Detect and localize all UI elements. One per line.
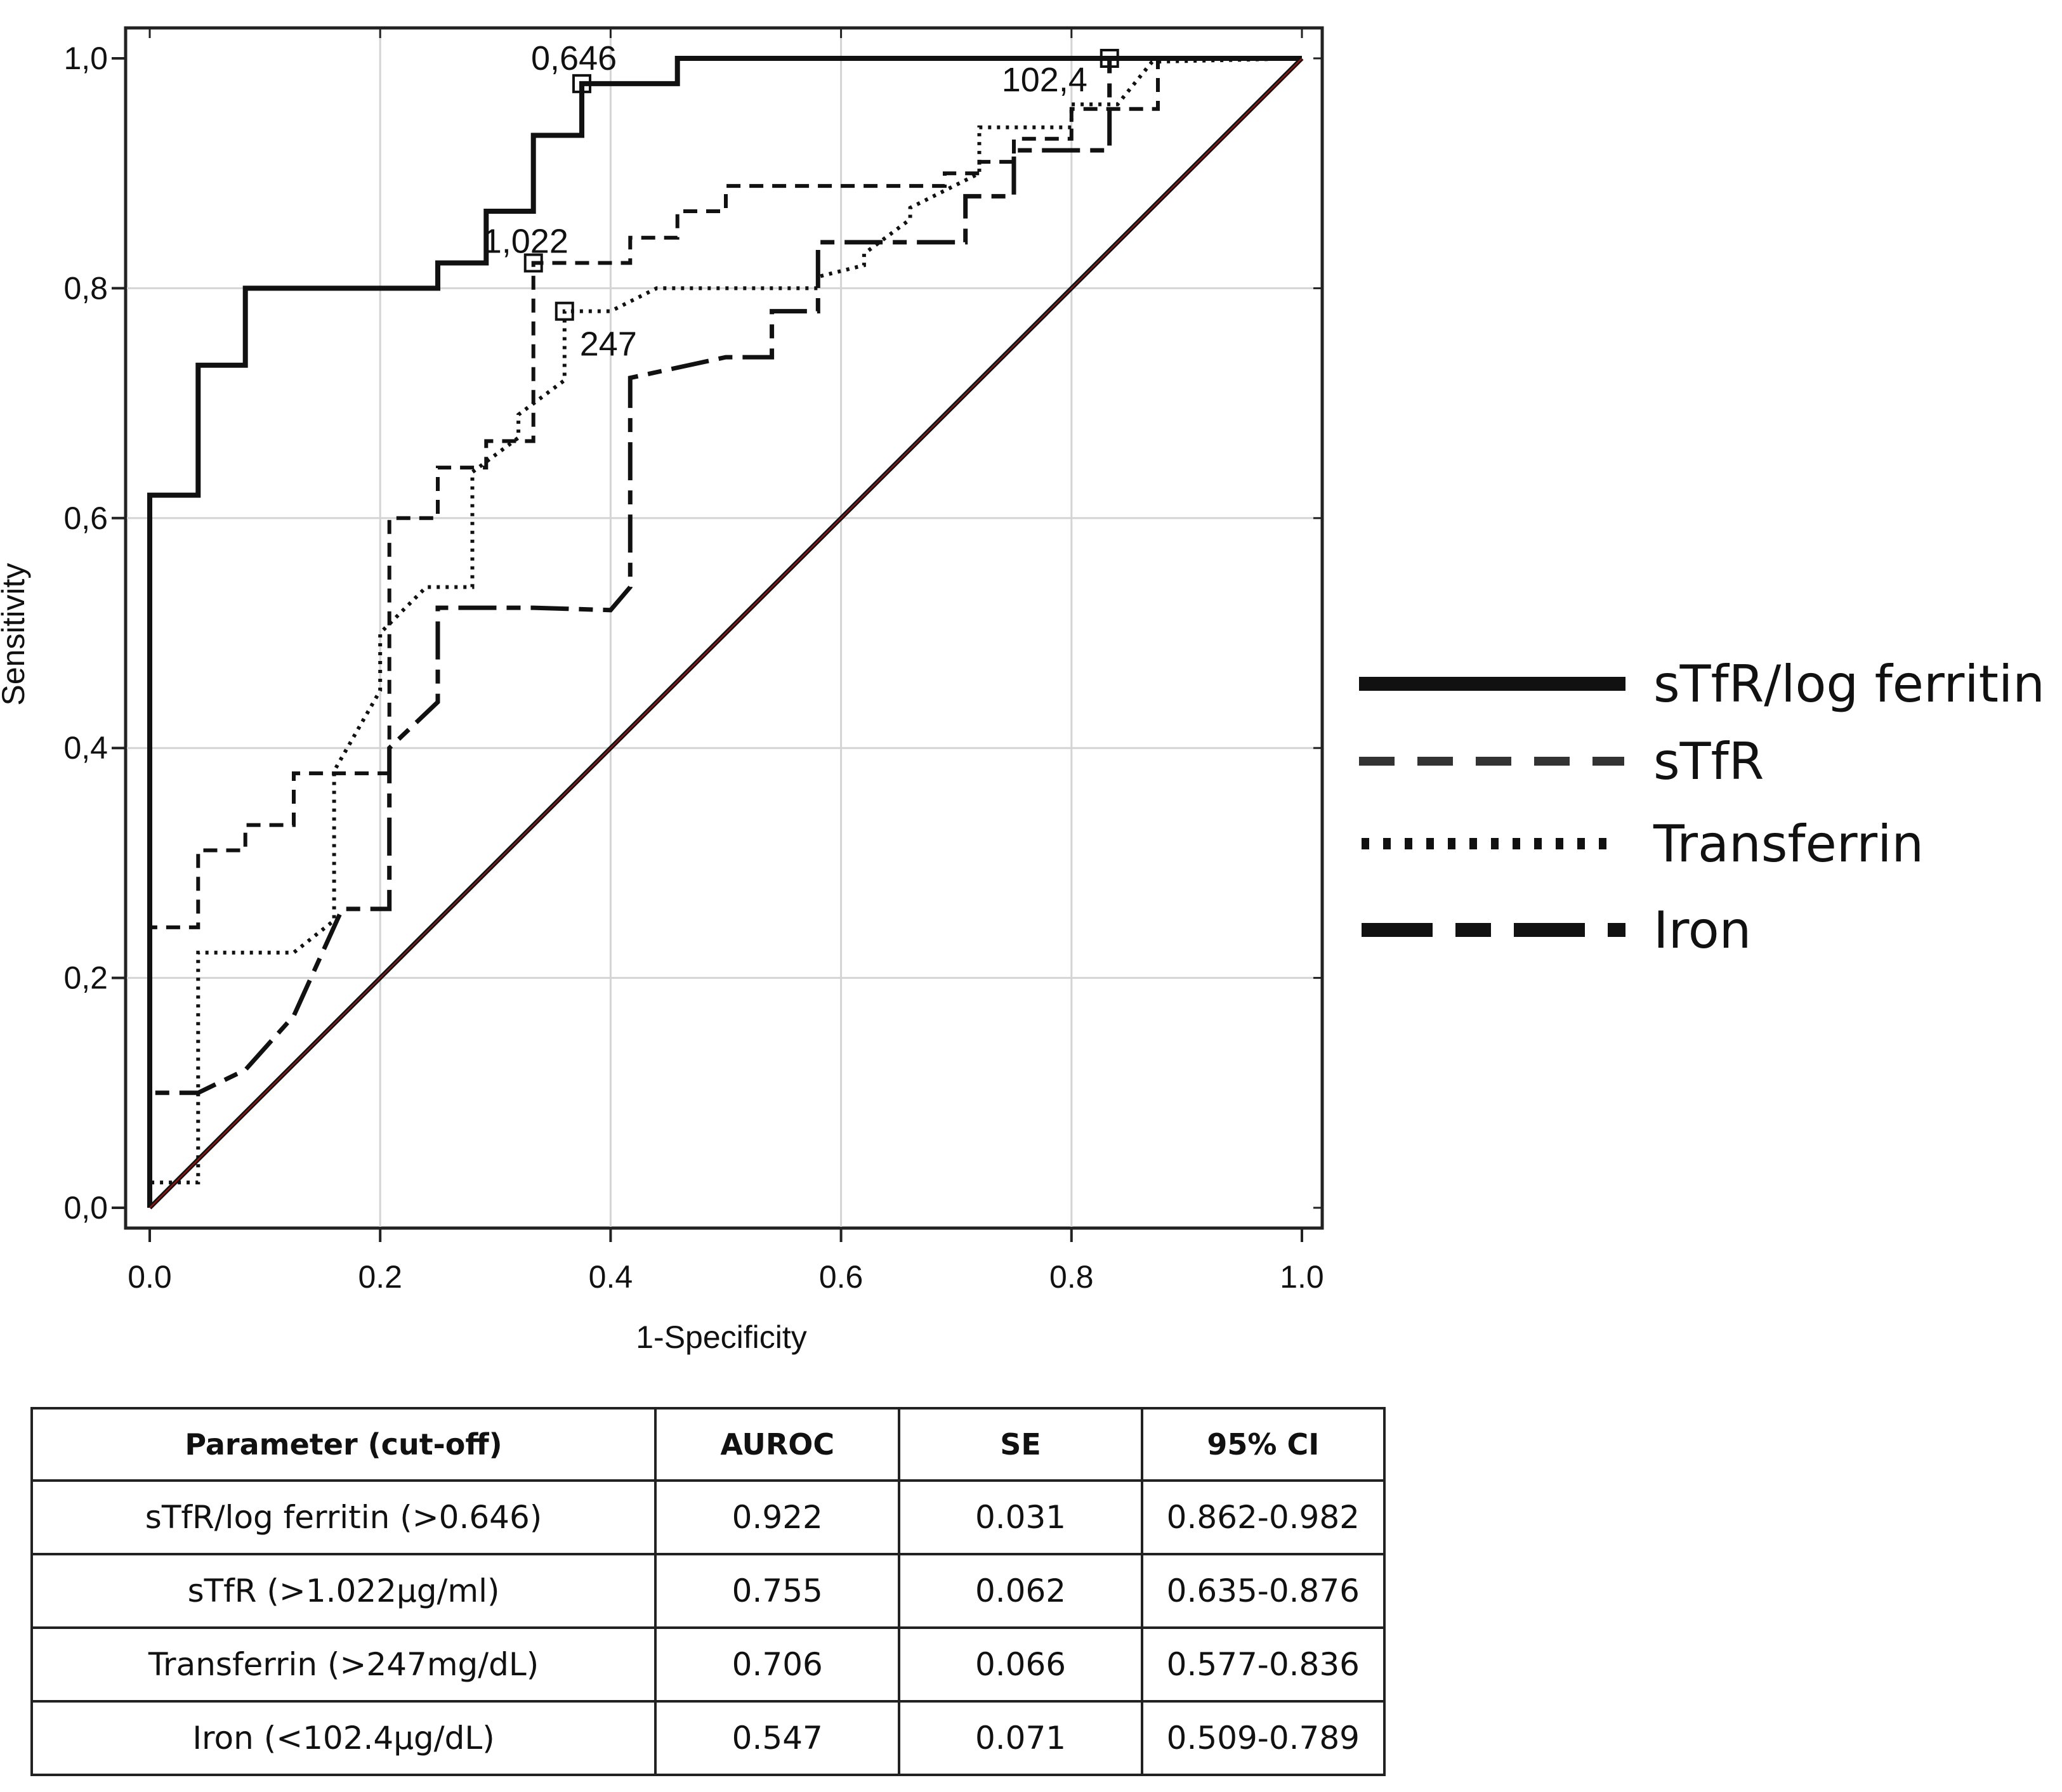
- y-tick-label: 0,8: [63, 270, 108, 306]
- cell-se: 0.066: [898, 1626, 1143, 1703]
- cutoff-label: 247: [580, 325, 637, 363]
- x-tick-label: 1.0: [1280, 1259, 1324, 1295]
- header-ci: 95% CI: [1140, 1407, 1386, 1482]
- legend-label: Iron: [1653, 901, 1751, 960]
- y-tick-label: 1,0: [63, 41, 108, 76]
- cutoff-marker: [523, 253, 543, 273]
- cutoff-markers: 0,646 1,022 247 102,4: [483, 39, 1119, 363]
- cutoff-label: 1,022: [483, 223, 568, 261]
- series-line-transferrin: [148, 56, 1303, 1208]
- legend: sTfR/log ferritin sTfR Transferrin Iron: [1359, 655, 2045, 960]
- header-parameter: Parameter (cut-off): [30, 1407, 657, 1482]
- table-row: Iron (<102.4µg/dL) 0.547 0.071 0.509-0.7…: [30, 1700, 1386, 1776]
- plot-frame: [124, 26, 1324, 1230]
- series-line-stfr-log-ferritin: [147, 56, 1302, 1208]
- cell-auroc: 0.706: [654, 1626, 901, 1703]
- y-tick-label: 0,0: [63, 1190, 108, 1226]
- cell-parameter: sTfR/log ferritin (>0.646): [30, 1479, 657, 1555]
- series-line-stfr: [148, 56, 1302, 1208]
- y-tick-label: 0,4: [63, 730, 108, 766]
- x-axis-title: 1-Specificity: [636, 1319, 807, 1355]
- axis-ticks: 0.0 0,0 0.2 0,2 0.4 0,4 0.6 0,6 0.8 0,8 1.0 1,0: [63, 29, 1324, 1295]
- cell-parameter: sTfR (>1.022µg/ml): [30, 1553, 657, 1629]
- y-tick-label: 0,6: [63, 500, 108, 536]
- cutoff-marker: [555, 301, 574, 321]
- cell-auroc: 0.547: [654, 1700, 901, 1776]
- y-tick-label: 0,2: [63, 960, 108, 996]
- cell-se: 0.031: [898, 1479, 1143, 1555]
- legend-label: sTfR/log ferritin: [1653, 655, 2045, 714]
- cell-ci: 0.509-0.789: [1140, 1700, 1386, 1776]
- reference-line-core: [149, 58, 1303, 1208]
- table-header-row: Parameter (cut-off) AUROC SE 95% CI: [30, 1407, 1386, 1482]
- legend-label: sTfR: [1653, 732, 1764, 791]
- grid: [127, 29, 1321, 1227]
- cell-ci: 0.635-0.876: [1140, 1553, 1386, 1629]
- x-tick-label: 0.8: [1049, 1259, 1094, 1295]
- x-tick-label: 0.6: [819, 1259, 864, 1295]
- header-auroc: AUROC: [654, 1407, 901, 1482]
- cell-parameter: Iron (<102.4µg/dL): [30, 1700, 657, 1776]
- cutoff-marker: [572, 74, 591, 93]
- x-tick-label: 0.0: [128, 1259, 172, 1295]
- cutoff-label: 102,4: [1002, 61, 1087, 99]
- table-row: sTfR/log ferritin (>0.646) 0.922 0.031 0…: [30, 1479, 1386, 1555]
- cell-auroc: 0.922: [654, 1479, 901, 1555]
- cutoff-marker: [1100, 49, 1119, 68]
- cell-auroc: 0.755: [654, 1553, 901, 1629]
- cell-ci: 0.577-0.836: [1140, 1626, 1386, 1703]
- table-row: sTfR (>1.022µg/ml) 0.755 0.062 0.635-0.8…: [30, 1553, 1386, 1629]
- cell-ci: 0.862-0.982: [1140, 1479, 1386, 1555]
- series-line-iron: [147, 56, 1302, 1208]
- results-table: Parameter (cut-off) AUROC SE 95% CI sTfR…: [30, 1407, 1386, 1776]
- table-row: Transferrin (>247mg/dL) 0.706 0.066 0.57…: [30, 1626, 1386, 1703]
- x-tick-label: 0.4: [589, 1259, 633, 1295]
- legend-label: Transferrin: [1653, 814, 1924, 873]
- cell-se: 0.071: [898, 1700, 1143, 1776]
- cutoff-label: 0,646: [531, 39, 617, 77]
- roc-chart: 0.0 0,0 0.2 0,2 0.4 0,4 0.6 0,6 0.8 0,8 1.0 1,0 0,6…: [0, 26, 2045, 1355]
- y-axis-title: Sensitivity: [0, 563, 31, 705]
- cell-parameter: Transferrin (>247mg/dL): [30, 1626, 657, 1703]
- x-tick-label: 0.2: [358, 1259, 402, 1295]
- header-se: SE: [898, 1407, 1143, 1482]
- series-lines: [147, 56, 1304, 1210]
- cell-se: 0.062: [898, 1553, 1143, 1629]
